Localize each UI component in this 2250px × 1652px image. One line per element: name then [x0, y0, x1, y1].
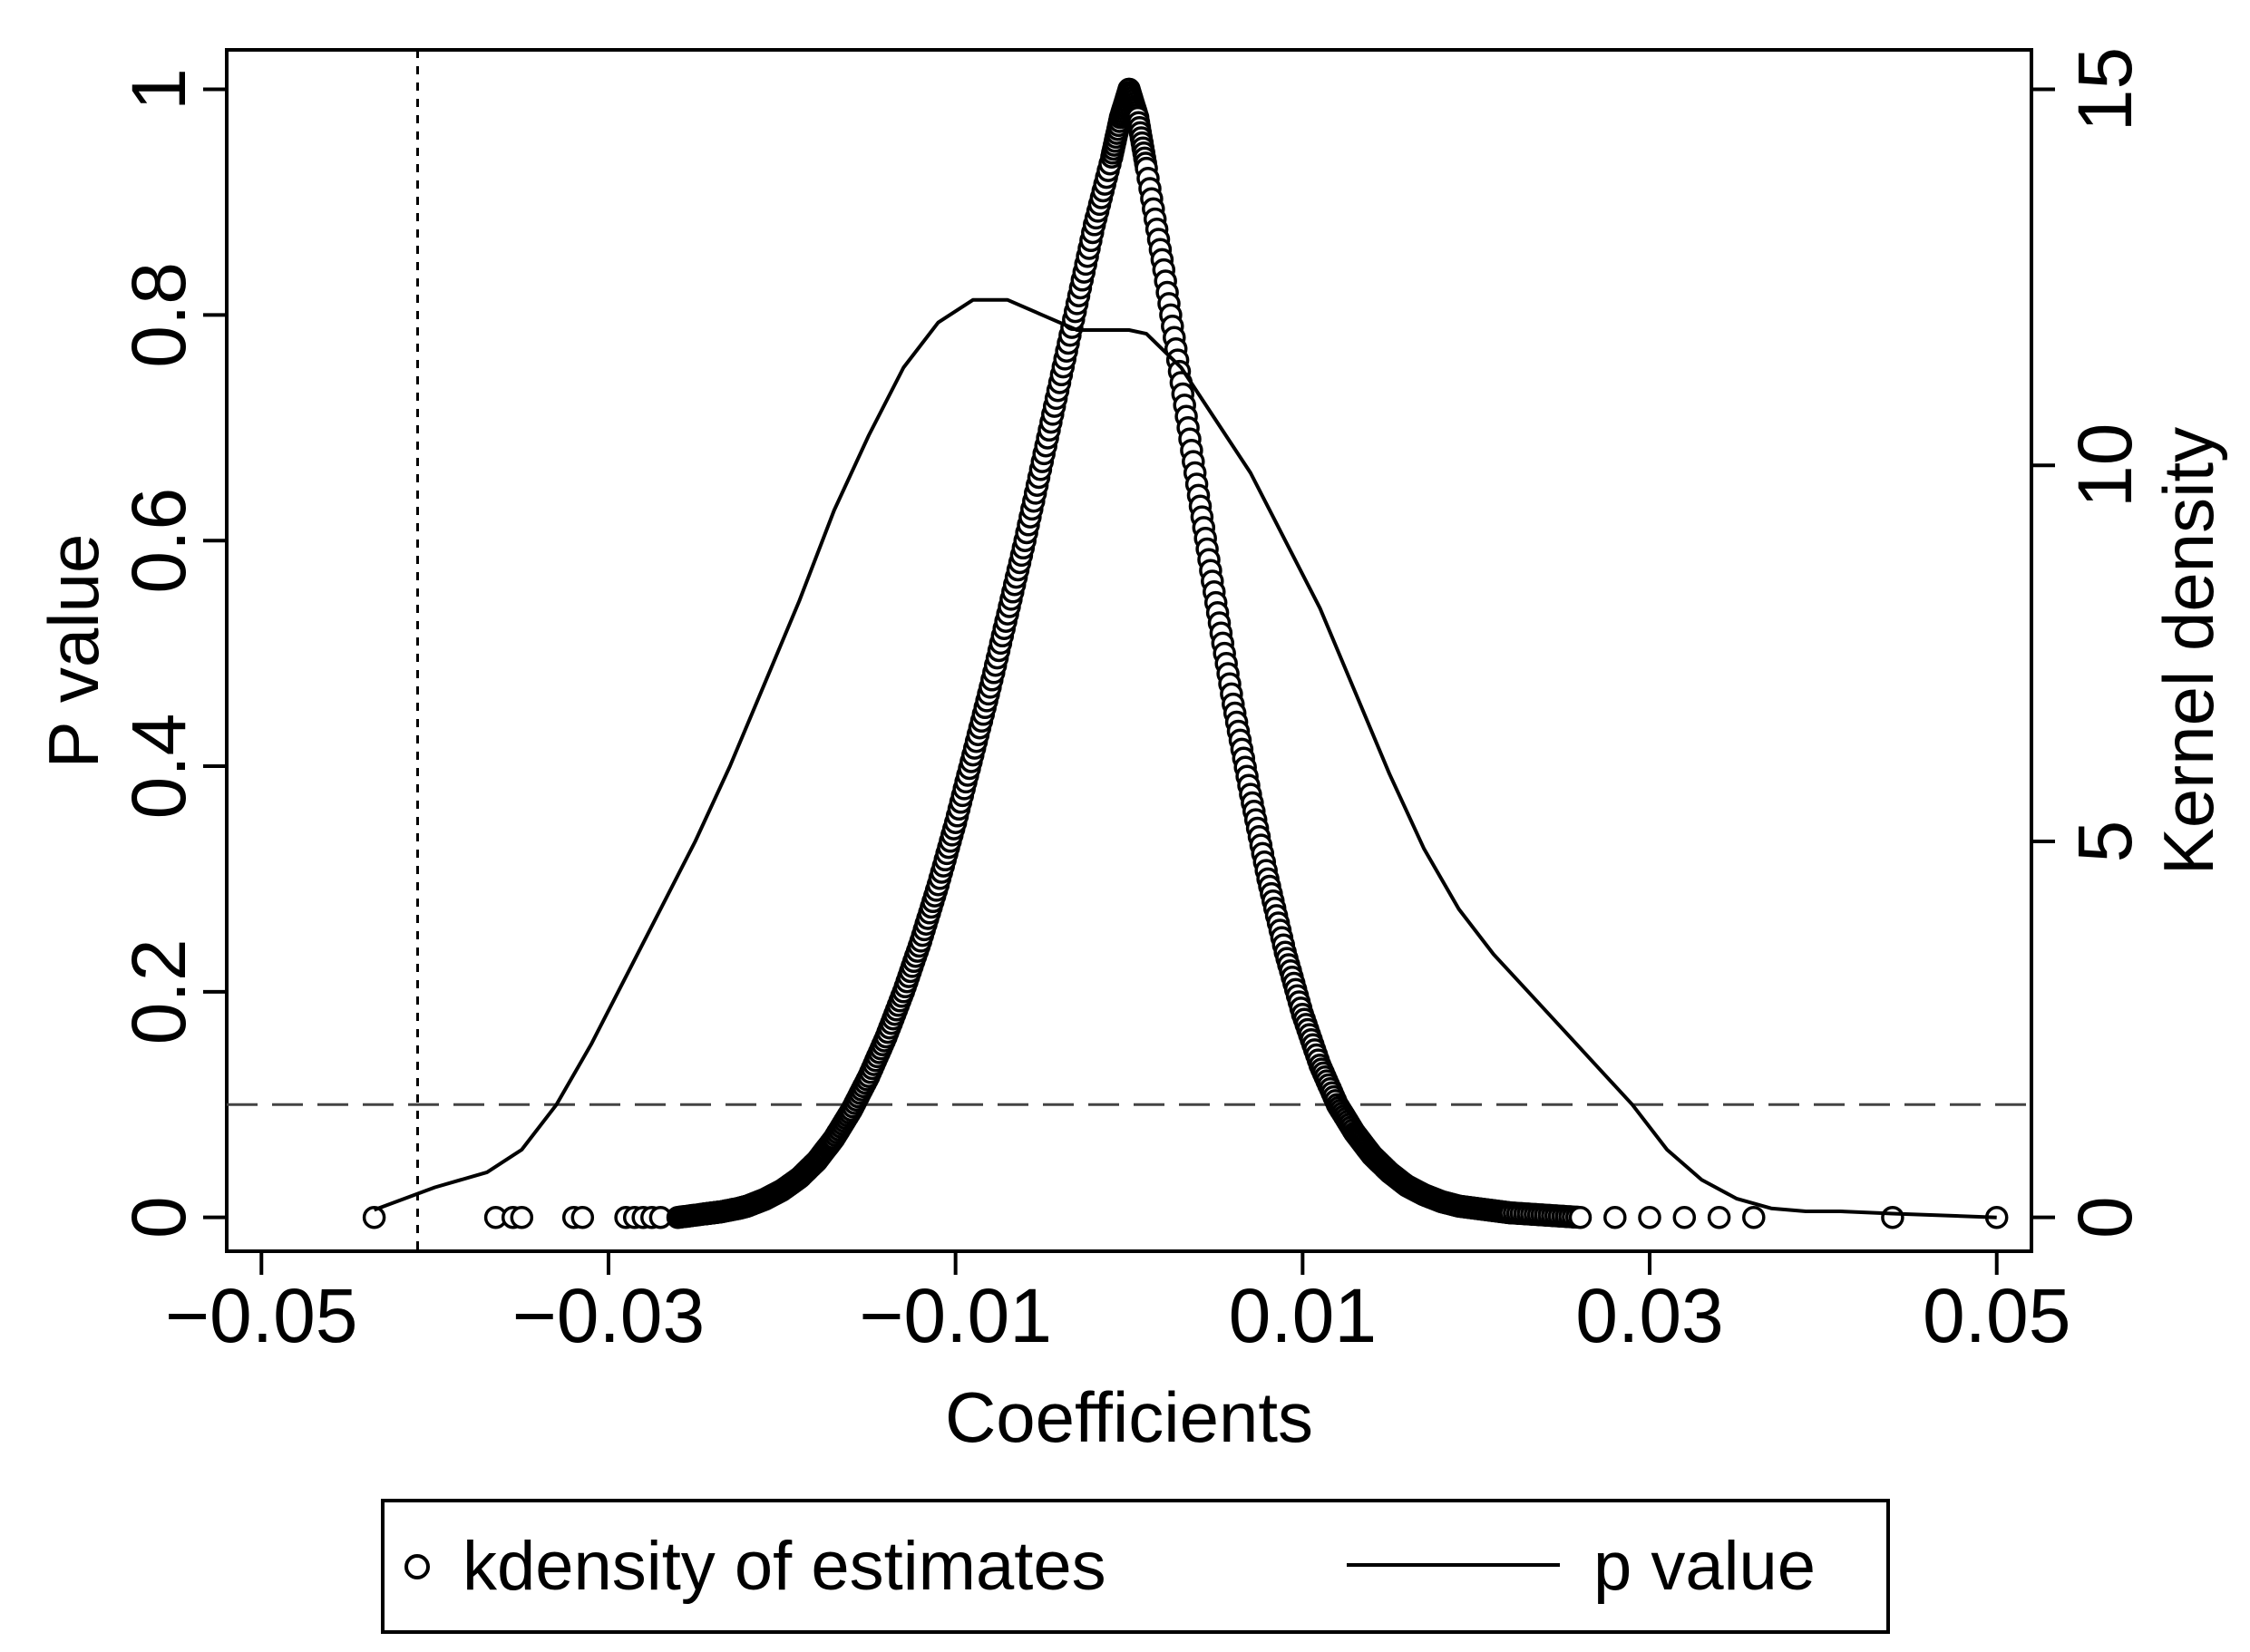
- plot-frame: [225, 48, 2033, 1253]
- estimate-point: [510, 1205, 534, 1229]
- y-axis-right-title: Kernel density: [2148, 427, 2228, 875]
- estimate-point: [362, 1205, 386, 1229]
- p-value-line: [373, 297, 1997, 1220]
- y-axis-left: 0 0.2 0.4 0.6 0.8 1: [116, 68, 227, 1239]
- x-axis-title: Coefficients: [945, 1377, 1313, 1457]
- estimate-point: [570, 1205, 595, 1229]
- y-right-tick-label: 15: [2062, 47, 2148, 131]
- y-left-tick-label: 0.6: [116, 488, 201, 594]
- x-tick-label: 0.03: [1575, 1273, 1724, 1358]
- y-right-tick-label: 5: [2062, 821, 2148, 863]
- y-left-tick-label: 0.8: [116, 262, 201, 368]
- y-right-tick-label: 0: [2062, 1196, 2148, 1239]
- y-left-tick-label: 1: [116, 68, 201, 111]
- x-tick-label: −0.01: [859, 1273, 1052, 1358]
- x-tick-label: −0.03: [512, 1273, 706, 1358]
- x-tick-label: 0.01: [1229, 1273, 1378, 1358]
- y-left-tick-label: 0: [116, 1196, 201, 1239]
- estimate-point: [1672, 1205, 1697, 1229]
- legend-label-pvalue: p value: [1593, 1528, 1816, 1605]
- y-axis-right: 0 5 10 15: [2031, 47, 2148, 1239]
- estimate-point: [1568, 1205, 1593, 1229]
- estimate-point: [1638, 1205, 1661, 1229]
- y-left-tick-label: 0.2: [116, 938, 201, 1045]
- pvalue-series: [373, 297, 1997, 1220]
- y-right-tick-label: 10: [2062, 423, 2148, 508]
- y-left-tick-label: 0.4: [116, 714, 201, 820]
- legend: kdensity of estimates p value: [381, 1499, 1890, 1634]
- estimate-point: [1603, 1205, 1627, 1229]
- y-axis-left-title: P value: [34, 534, 113, 769]
- reference-lines: [227, 50, 2031, 1251]
- x-tick-label: 0.05: [1923, 1273, 2071, 1358]
- estimate-point: [1707, 1205, 1731, 1229]
- x-axis: −0.05 −0.03 −0.01 0.01 0.03 0.05: [165, 1251, 2070, 1358]
- kdensity-series: [362, 77, 2009, 1229]
- legend-marker-kdensity: [404, 1554, 430, 1579]
- x-tick-label: −0.05: [165, 1273, 358, 1358]
- legend-box: [381, 1499, 1890, 1634]
- estimate-point: [1881, 1205, 1904, 1229]
- estimate-point: [1742, 1205, 1766, 1229]
- legend-label-kdensity: kdensity of estimates: [463, 1528, 1106, 1605]
